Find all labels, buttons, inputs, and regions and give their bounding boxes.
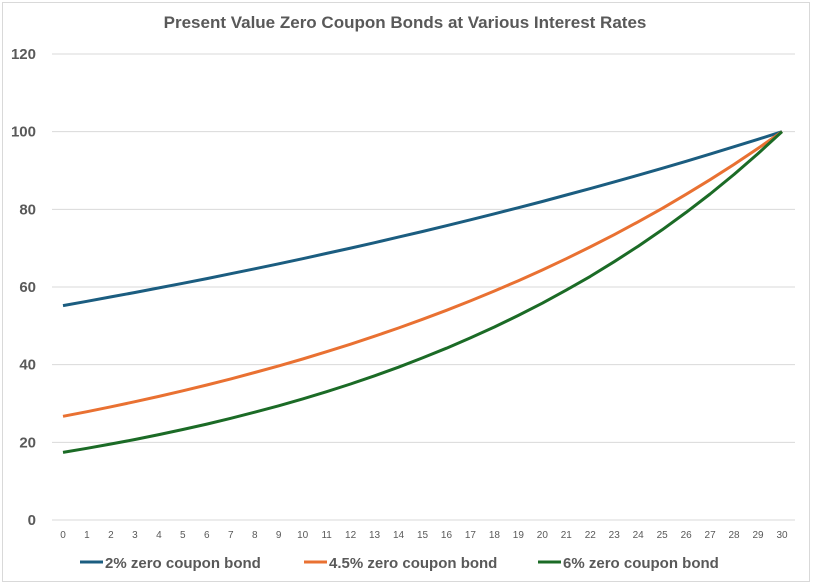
x-tick-label: 30	[776, 530, 788, 541]
legend-label: 4.5% zero coupon bond	[329, 555, 497, 572]
series-line-2	[62, 130, 783, 418]
x-tick-label: 6	[204, 530, 210, 541]
chart-title: Present Value Zero Coupon Bonds at Vario…	[164, 13, 647, 32]
y-tick-label: 120	[11, 46, 36, 63]
legend-label: 6% zero coupon bond	[563, 555, 719, 572]
x-tick-label: 21	[561, 530, 573, 541]
x-tick-label: 11	[321, 530, 332, 541]
x-tick-label: 8	[252, 530, 258, 541]
x-tick-label: 15	[417, 530, 429, 541]
y-tick-label: 0	[28, 512, 36, 529]
y-tick-label: 40	[19, 357, 36, 374]
x-tick-label: 27	[705, 530, 717, 541]
y-tick-label: 60	[19, 279, 36, 296]
x-tick-label: 22	[585, 530, 597, 541]
y-tick-label: 100	[11, 124, 36, 141]
x-tick-label: 28	[729, 530, 741, 541]
x-tick-label: 4	[156, 530, 162, 541]
x-tick-label: 18	[489, 530, 501, 541]
x-tick-label: 24	[633, 530, 645, 541]
x-tick-label: 13	[369, 530, 381, 541]
series-line-1	[62, 130, 783, 308]
x-tick-label: 20	[537, 530, 549, 541]
y-tick-label: 80	[19, 201, 36, 218]
x-tick-label: 26	[681, 530, 693, 541]
x-tick-label: 1	[84, 530, 90, 541]
legend-label: 2% zero coupon bond	[105, 555, 261, 572]
series-line-3	[62, 130, 784, 454]
y-tick-label: 20	[19, 434, 36, 451]
x-tick-label: 5	[180, 530, 186, 541]
x-tick-label: 7	[228, 530, 234, 541]
x-tick-label: 2	[108, 530, 114, 541]
x-tick-label: 19	[513, 530, 525, 541]
x-tick-label: 3	[132, 530, 138, 541]
x-tick-label: 29	[752, 530, 764, 541]
x-tick-label: 16	[441, 530, 453, 541]
x-tick-label: 23	[609, 530, 621, 541]
x-tick-label: 0	[60, 530, 66, 541]
x-tick-label: 9	[276, 530, 282, 541]
x-tick-label: 25	[657, 530, 669, 541]
x-tick-label: 12	[345, 530, 357, 541]
x-tick-label: 14	[393, 530, 405, 541]
x-tick-label: 10	[297, 530, 309, 541]
x-tick-label: 17	[465, 530, 477, 541]
